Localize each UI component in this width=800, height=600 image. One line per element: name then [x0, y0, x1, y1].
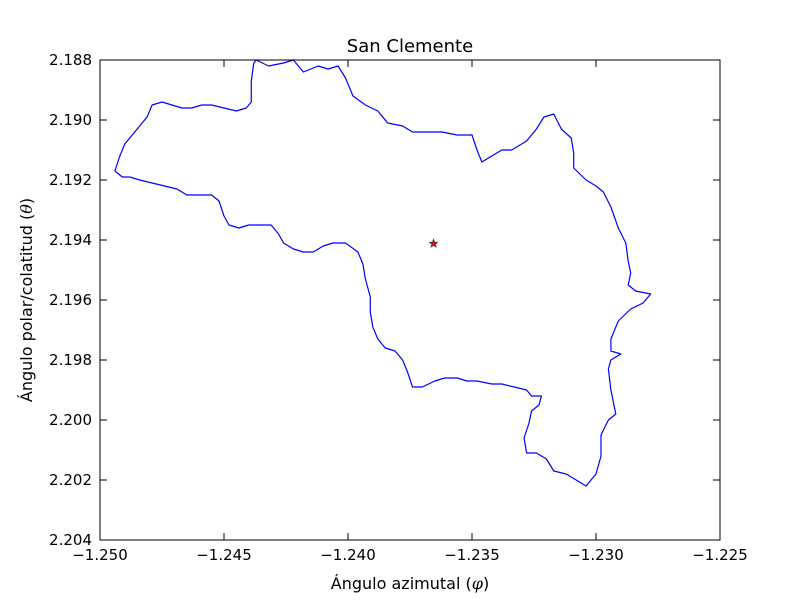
y-tick-label: 2.190: [49, 111, 92, 129]
x-tick-label: −1.240: [320, 546, 376, 564]
y-axis-label-close: ): [17, 198, 36, 204]
plot-area: [114, 59, 652, 487]
y-tick-label: 2.200: [49, 411, 92, 429]
y-tick-label: 2.196: [49, 291, 92, 309]
x-tick-label: −1.245: [196, 546, 252, 564]
x-axis-label-close: ): [483, 574, 489, 593]
centroid-star-marker: [428, 238, 439, 248]
y-axis-ticks: 2.188 2.190 2.192 2.194 2.196 2.198 2.200 2.202…: [49, 51, 720, 549]
y-tick-label: 2.198: [49, 351, 92, 369]
y-axis-label-symbol: θ: [17, 204, 36, 214]
x-tick-label: −1.230: [568, 546, 624, 564]
y-tick-label: 2.204: [49, 531, 92, 549]
x-tick-label: −1.250: [72, 546, 128, 564]
chart-title: San Clemente: [347, 36, 473, 57]
y-tick-label: 2.202: [49, 471, 92, 489]
x-axis-label-symbol: φ: [472, 574, 484, 593]
x-axis-ticks: −1.250 −1.245 −1.240 −1.235 −1.230 −1.225: [72, 60, 748, 564]
x-axis-label: Ángulo azimutal (φ): [331, 574, 489, 593]
y-tick-label: 2.188: [49, 51, 92, 69]
x-axis-label-text: Ángulo azimutal (: [331, 574, 472, 593]
y-tick-label: 2.194: [49, 231, 92, 249]
y-tick-label: 2.192: [49, 171, 92, 189]
region-boundary-line: [114, 59, 652, 487]
x-tick-label: −1.235: [444, 546, 500, 564]
x-tick-label: −1.225: [692, 546, 748, 564]
y-axis-label: Ángulo polar/colatitud (θ): [17, 198, 36, 402]
y-axis-label-text: Ángulo polar/colatitud (: [17, 214, 36, 402]
